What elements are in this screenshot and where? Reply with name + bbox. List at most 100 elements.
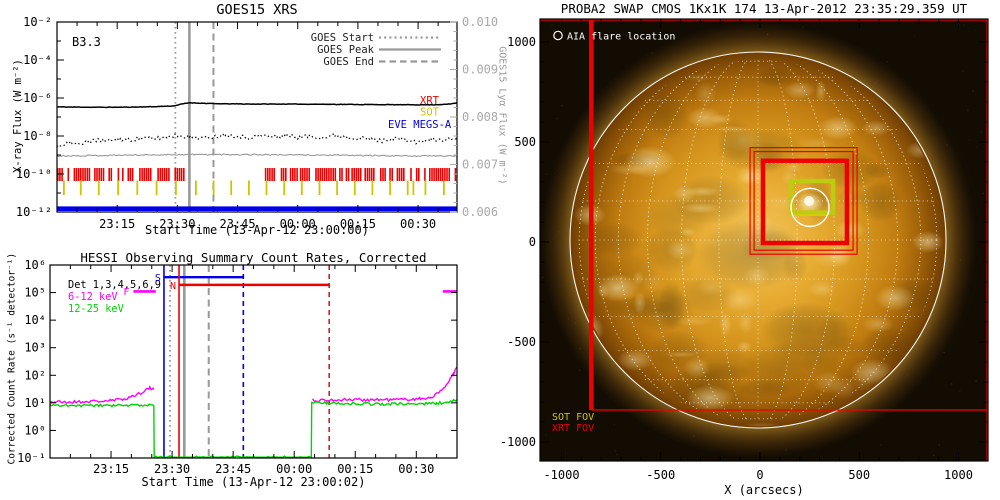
sot-exposure-tick xyxy=(300,180,303,195)
xrt-exposure-tick xyxy=(380,168,382,181)
xrt-exposure-tick xyxy=(168,168,170,181)
x-tick-label: 23:15 xyxy=(93,462,129,476)
ellipse xyxy=(679,227,696,237)
sot-exposure-tick xyxy=(230,180,233,195)
sot-exposure-tick xyxy=(424,180,427,195)
sot-exposure-tick xyxy=(389,180,391,195)
xrt-exposure-tick xyxy=(77,168,80,181)
ellipse xyxy=(597,283,609,299)
y-tick-label: 10⁻¹⁰ xyxy=(16,167,52,181)
y-tick-label-right: 0.006 xyxy=(462,205,498,219)
plot-graphic xyxy=(541,276,544,278)
solar-limb-circle xyxy=(569,51,947,429)
ellipse xyxy=(643,91,689,141)
legend-solid: GOES Peak xyxy=(317,44,375,56)
legend-6-12kev: 6-12 keV xyxy=(68,291,118,303)
xrt-exposure-tick xyxy=(347,168,350,181)
x-tick-label: 23:45 xyxy=(219,217,255,231)
x-tick-label: 0 xyxy=(756,468,763,482)
ellipse xyxy=(723,127,764,153)
ellipse xyxy=(797,137,835,150)
ellipse xyxy=(714,125,751,133)
xrt-exposure-tick xyxy=(267,168,269,181)
y-tick-label: -1000 xyxy=(500,435,536,449)
plot-graphic xyxy=(551,24,553,26)
xrt-exposure-tick xyxy=(304,168,306,181)
xrt-exposure-tick xyxy=(127,168,130,181)
xrt-exposure-tick xyxy=(439,168,442,181)
x-tick-label: 23:30 xyxy=(154,462,190,476)
xrt-exposure-tick xyxy=(351,168,353,181)
xrt-exposure-tick xyxy=(117,168,120,181)
y-tick-label: 10⁶ xyxy=(24,258,46,272)
plot-graphic xyxy=(963,24,965,26)
timeseries-panels: 10⁻² 10⁻⁴ 10⁻⁶ 10⁻⁸ 10⁻¹⁰ 10⁻¹² 0.010 0.009 0.00… xyxy=(16,15,498,476)
y-tick-label-right: 0.009 xyxy=(462,63,498,77)
xrt-exposure-tick xyxy=(359,168,362,181)
circle xyxy=(804,196,814,206)
sot-exposure-tick xyxy=(212,180,215,195)
y-tick-label-right: 0.007 xyxy=(462,158,498,172)
y-tick-label: 10⁰ xyxy=(24,423,46,437)
sot-exposure-tick xyxy=(175,180,177,195)
plot-graphic xyxy=(980,131,983,133)
x-tick-label: 500 xyxy=(848,468,870,482)
aia-flare-location-label: AIA flare location xyxy=(567,32,675,43)
xrt-exposure-tick xyxy=(391,168,393,181)
xrt-exposure-tick xyxy=(441,168,444,181)
hessi-yaxis-label: Corrected Count Rate (s⁻¹ detector⁻¹) xyxy=(6,252,18,465)
ellipse xyxy=(681,60,835,420)
xrt-exposure-tick xyxy=(157,168,159,181)
xrt-exposure-tick xyxy=(398,168,401,181)
xrt-exposure-tick xyxy=(424,168,426,181)
ellipse xyxy=(735,171,768,186)
swap-plot-frame xyxy=(539,18,989,462)
plot-graphic xyxy=(549,43,551,45)
xrt-exposure-tick xyxy=(400,168,403,181)
sot-exposure-tick xyxy=(406,180,409,195)
y-tick-label-right: 0.010 xyxy=(462,15,498,29)
ellipse xyxy=(718,60,798,420)
aia-location-icon xyxy=(553,30,563,41)
xrt-exposure-tick xyxy=(321,168,324,181)
plot-graphic xyxy=(975,380,977,382)
ellipse xyxy=(587,222,643,258)
y-tick-label: 10³ xyxy=(24,341,46,355)
ellipse xyxy=(632,270,645,286)
xrt-exposure-tick xyxy=(149,168,152,181)
xrt-fov-box xyxy=(760,158,850,246)
xrt-exposure-tick xyxy=(330,168,332,181)
y-tick-label: 0 xyxy=(529,235,536,249)
xrt-exposure-tick xyxy=(308,168,310,181)
xrt-exposure-tick xyxy=(178,168,181,181)
sot-exposure-tick xyxy=(117,180,119,195)
y-tick-label: 10⁻⁶ xyxy=(23,91,52,105)
swap-xaxis-label: X (arcsecs) xyxy=(724,483,804,497)
xrt-exposure-tick xyxy=(264,168,267,181)
sot-exposure-tick xyxy=(136,180,139,195)
y-tick-label: 10¹ xyxy=(24,396,46,410)
xrt-exposure-tick xyxy=(410,168,412,181)
xrt-exposure-tick xyxy=(418,168,420,181)
sot-fov-label: SOT FOV xyxy=(552,412,594,423)
ellipse xyxy=(863,160,892,180)
xrt-fov-outer-box xyxy=(749,147,858,255)
ellipse xyxy=(694,237,731,248)
plot-graphic xyxy=(880,444,882,446)
xrt-exposure-tick xyxy=(273,168,275,181)
xrt-exposure-tick xyxy=(75,168,78,181)
ellipse xyxy=(687,107,723,129)
sot-exposure-tick xyxy=(248,180,250,195)
y-tick-label: 10² xyxy=(24,368,46,382)
plot-graphic xyxy=(933,454,935,456)
xrt-exposure-tick xyxy=(341,168,343,181)
xrt-exposure-tick xyxy=(280,168,283,181)
aia-flare-circle xyxy=(790,187,830,228)
sot-exposure-tick xyxy=(283,180,286,195)
xrt-exposure-tick xyxy=(368,168,371,181)
xrt-exposure-tick xyxy=(165,168,168,181)
xrt-exposure-tick xyxy=(306,168,308,181)
plot-graphic xyxy=(886,61,888,63)
